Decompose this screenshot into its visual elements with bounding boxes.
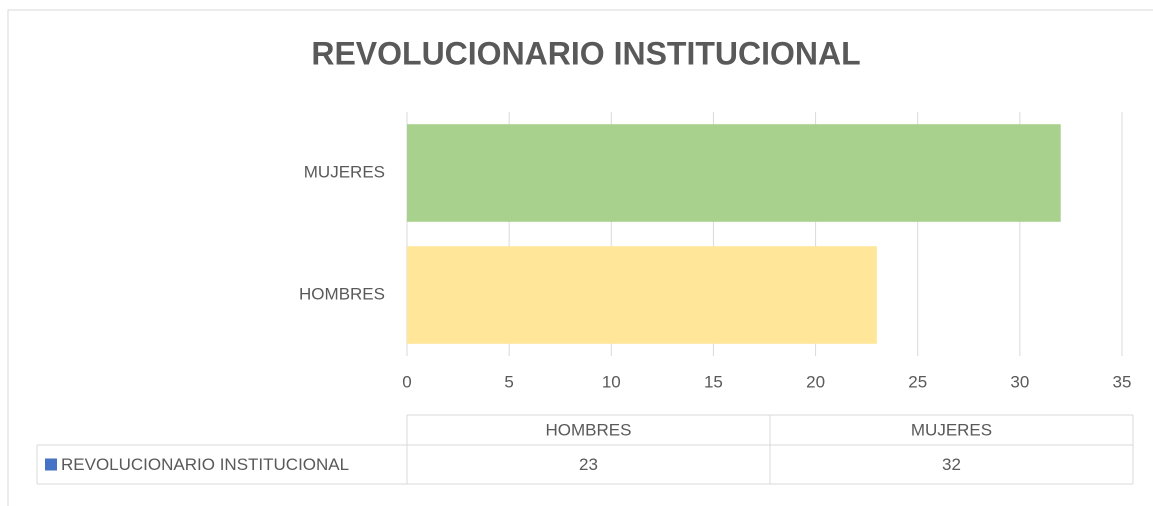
table-header: MUJERES [911, 420, 992, 439]
y-tick-label: HOMBRES [299, 284, 385, 303]
y-tick-label: MUJERES [304, 162, 385, 181]
x-tick-label: 15 [704, 372, 723, 391]
table-header: HOMBRES [546, 420, 632, 439]
legend-swatch [45, 458, 57, 471]
x-tick-label: 5 [504, 372, 513, 391]
table-value: 32 [942, 455, 961, 474]
legend-label: REVOLUCIONARIO INSTITUCIONAL [61, 455, 349, 474]
x-tick-label: 10 [602, 372, 621, 391]
chart-border [7, 9, 1153, 506]
x-tick-label: 30 [1010, 372, 1029, 391]
bar [407, 246, 877, 344]
bar [407, 124, 1061, 222]
x-tick-label: 20 [806, 372, 825, 391]
x-tick-label: 25 [908, 372, 927, 391]
table-value: 23 [579, 455, 598, 474]
x-tick-label: 0 [402, 372, 411, 391]
chart-title: REVOLUCIONARIO INSTITUCIONAL [311, 35, 860, 71]
x-tick-label: 35 [1113, 372, 1132, 391]
